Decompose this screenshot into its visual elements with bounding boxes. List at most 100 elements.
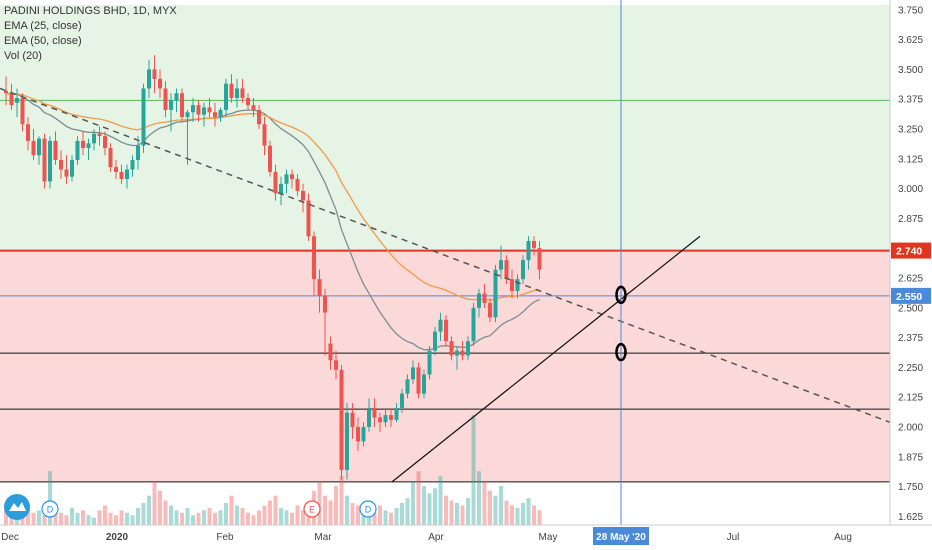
candle-body[interactable]: [389, 415, 393, 420]
candle-body[interactable]: [449, 341, 454, 356]
candle-body[interactable]: [130, 159, 135, 170]
candle-body[interactable]: [521, 260, 525, 280]
candle-body[interactable]: [515, 279, 520, 292]
candle-body[interactable]: [207, 107, 212, 113]
candle-body[interactable]: [103, 136, 107, 149]
candle-body[interactable]: [196, 105, 201, 115]
ema25-label[interactable]: EMA (25, close): [4, 20, 82, 32]
candle-body[interactable]: [499, 260, 503, 270]
candle-body[interactable]: [312, 236, 316, 280]
candle-body[interactable]: [31, 140, 36, 156]
candle-body[interactable]: [284, 174, 289, 184]
candle-body[interactable]: [81, 140, 85, 149]
candle-body[interactable]: [158, 78, 162, 89]
candle-body[interactable]: [345, 412, 349, 470]
candle-body[interactable]: [235, 88, 239, 98]
candle-body[interactable]: [361, 427, 366, 442]
candle-body[interactable]: [15, 97, 19, 103]
candle-body[interactable]: [290, 174, 294, 180]
candle-body[interactable]: [119, 171, 124, 180]
candle-body[interactable]: [400, 393, 404, 408]
candle-body[interactable]: [125, 169, 129, 180]
candle-body[interactable]: [466, 341, 470, 356]
candle-body[interactable]: [334, 360, 338, 370]
candle-body[interactable]: [191, 105, 195, 113]
candle-body[interactable]: [477, 293, 481, 308]
candle-body[interactable]: [367, 407, 371, 428]
candle-body[interactable]: [488, 303, 492, 318]
candle-body[interactable]: [48, 140, 52, 182]
candle-body[interactable]: [141, 88, 146, 146]
candle-body[interactable]: [482, 293, 487, 304]
candle-body[interactable]: [37, 138, 41, 156]
candle-body[interactable]: [262, 124, 267, 146]
candle-body[interactable]: [438, 319, 443, 332]
candle-body[interactable]: [378, 417, 382, 423]
candle-body[interactable]: [279, 183, 283, 194]
descending-trendline[interactable]: [0, 87, 891, 423]
candle-body[interactable]: [20, 97, 25, 125]
candle-body[interactable]: [493, 269, 498, 318]
candle-body[interactable]: [383, 415, 388, 423]
candle-body[interactable]: [251, 105, 256, 110]
candle-body[interactable]: [323, 295, 327, 313]
candle-body[interactable]: [4, 90, 8, 94]
candle-body[interactable]: [163, 88, 168, 110]
dividend-badge[interactable]: [359, 500, 377, 518]
candle-body[interactable]: [42, 138, 47, 182]
candle-body[interactable]: [9, 93, 14, 106]
candle-body[interactable]: [218, 109, 223, 118]
earnings-badge[interactable]: [303, 500, 321, 518]
candle-body[interactable]: [444, 319, 448, 342]
candle-body[interactable]: [70, 159, 74, 177]
candle-body[interactable]: [339, 369, 344, 470]
candle-body[interactable]: [229, 83, 234, 98]
candle-body[interactable]: [152, 69, 157, 79]
candle-body[interactable]: [405, 379, 410, 394]
candle-body[interactable]: [213, 112, 217, 118]
candle-body[interactable]: [526, 241, 531, 261]
candle-body[interactable]: [427, 350, 432, 375]
candle-body[interactable]: [75, 140, 80, 160]
candle-body[interactable]: [257, 109, 261, 125]
candle-body[interactable]: [510, 279, 514, 292]
symbol-title[interactable]: PADINI HOLDINGS BHD, 1D, MYX: [4, 5, 177, 17]
candle-body[interactable]: [460, 350, 465, 356]
candle-body[interactable]: [372, 407, 377, 418]
candle-body[interactable]: [416, 367, 421, 394]
ascending-trendline[interactable]: [391, 235, 701, 483]
candle-body[interactable]: [174, 93, 179, 101]
candle-body[interactable]: [53, 140, 58, 160]
candle-body[interactable]: [328, 343, 333, 361]
dividend-badge[interactable]: [41, 500, 59, 518]
candle-body[interactable]: [306, 200, 311, 237]
candle-body[interactable]: [411, 367, 415, 380]
candle-body[interactable]: [356, 427, 360, 442]
candle-body[interactable]: [295, 179, 300, 191]
candle-body[interactable]: [64, 169, 69, 177]
candle-body[interactable]: [246, 97, 250, 106]
candle-body[interactable]: [301, 190, 305, 201]
candle-body[interactable]: [240, 88, 245, 98]
candle-body[interactable]: [532, 241, 536, 249]
candle-body[interactable]: [422, 374, 426, 394]
candle-body[interactable]: [455, 350, 459, 356]
candle-body[interactable]: [26, 124, 30, 141]
price-axis[interactable]: [890, 0, 932, 550]
candle-body[interactable]: [471, 307, 476, 342]
candle-body[interactable]: [202, 107, 206, 115]
candle-body[interactable]: [433, 331, 437, 351]
candle-body[interactable]: [97, 133, 102, 137]
candle-body[interactable]: [317, 279, 322, 296]
candle-body[interactable]: [180, 93, 184, 118]
candle-body[interactable]: [273, 171, 278, 194]
candle-body[interactable]: [268, 145, 272, 172]
volume-label[interactable]: Vol (20): [4, 50, 42, 62]
candle-body[interactable]: [224, 83, 228, 110]
candle-body[interactable]: [92, 133, 96, 144]
candle-body[interactable]: [350, 412, 355, 428]
candle-body[interactable]: [59, 159, 63, 170]
candle-body[interactable]: [108, 148, 113, 168]
candle-body[interactable]: [86, 143, 91, 149]
